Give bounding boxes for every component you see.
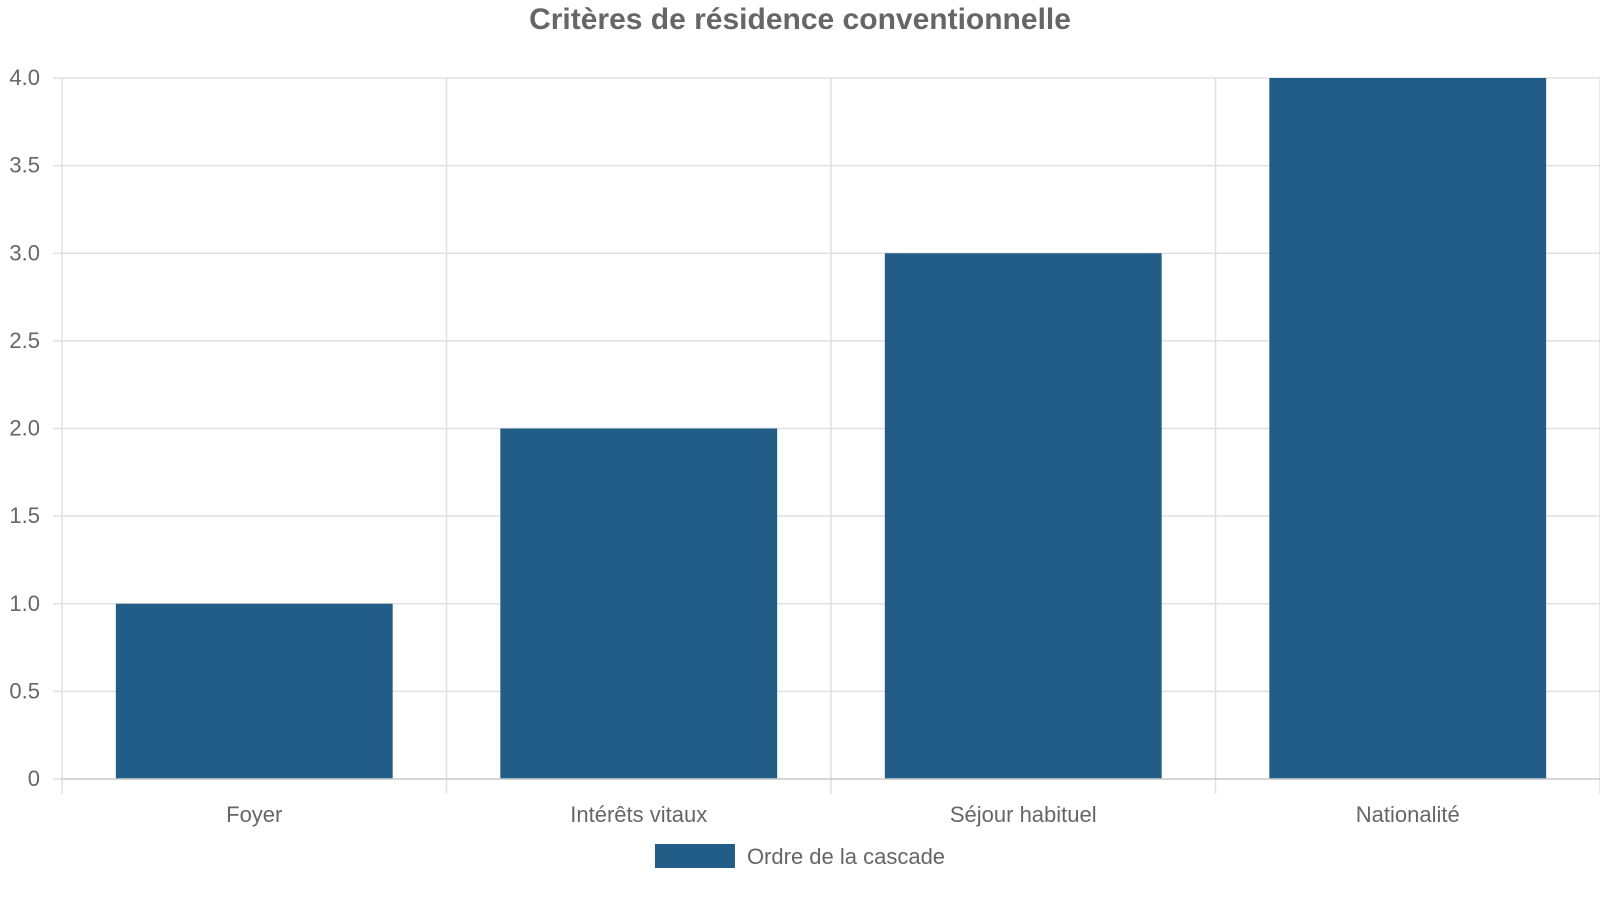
legend-swatch[interactable] bbox=[654, 844, 735, 868]
legend-label: Ordre de la cascade bbox=[747, 844, 945, 869]
bars bbox=[115, 78, 1547, 779]
y-tick-label: 0 bbox=[28, 766, 40, 791]
y-tick-label: 2.5 bbox=[9, 328, 40, 353]
y-tick-label: 3.0 bbox=[9, 240, 40, 265]
x-tick-label: Nationalité bbox=[1356, 802, 1460, 827]
y-tick-label: 4.0 bbox=[9, 65, 40, 90]
y-tick-label: 1.5 bbox=[9, 503, 40, 528]
x-tick-label: Séjour habituel bbox=[950, 802, 1097, 827]
x-tick-label: Foyer bbox=[226, 802, 282, 827]
x-tick-label: Intérêts vitaux bbox=[570, 802, 707, 827]
x-axis-ticks: Foyer Intérêts vitaux Séjour habituel Natio… bbox=[226, 802, 1460, 827]
legend[interactable]: Ordre de la cascade bbox=[654, 844, 945, 869]
bar bbox=[884, 253, 1162, 779]
y-tick-label: 2.0 bbox=[9, 416, 40, 441]
y-axis-ticks: 0 0.5 1.0 1.5 2.0 2.5 3.0 3.5 4.0 bbox=[9, 65, 40, 791]
bar bbox=[500, 428, 778, 779]
bar bbox=[115, 603, 393, 779]
y-tick-label: 0.5 bbox=[9, 678, 40, 703]
chart-title: Critères de résidence conventionnelle bbox=[529, 3, 1071, 36]
bar bbox=[1269, 78, 1547, 779]
y-tick-label: 3.5 bbox=[9, 153, 40, 178]
y-tick-label: 1.0 bbox=[9, 591, 40, 616]
